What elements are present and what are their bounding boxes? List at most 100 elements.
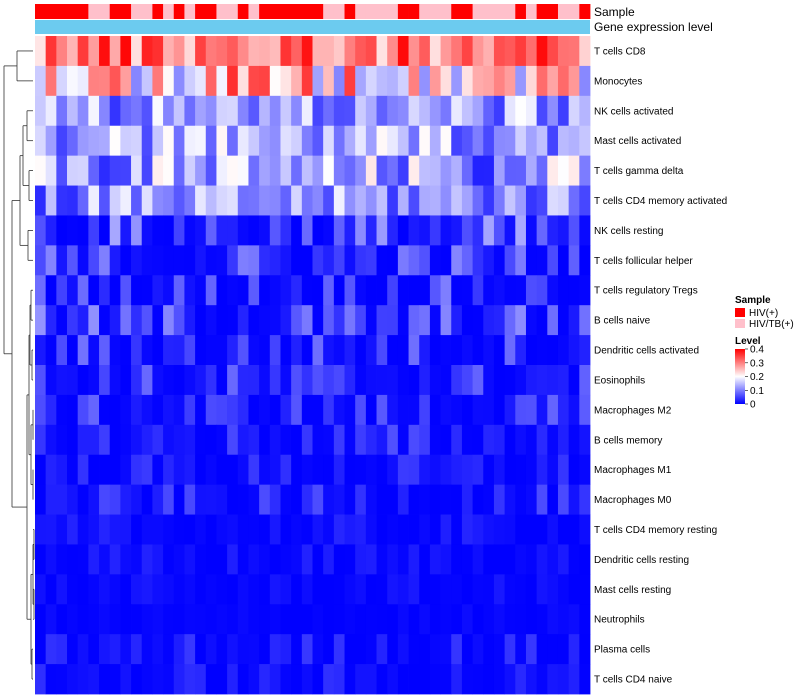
heatmap-cell bbox=[248, 484, 260, 515]
heatmap-cell bbox=[397, 245, 409, 276]
heatmap-cell bbox=[323, 275, 335, 306]
heatmap-cell bbox=[227, 574, 239, 605]
heatmap-cell bbox=[99, 95, 111, 127]
heatmap-cell bbox=[216, 36, 228, 67]
sample-annotation-bar bbox=[35, 4, 591, 19]
heatmap-cell bbox=[365, 604, 377, 635]
heatmap-cell bbox=[376, 484, 388, 515]
heatmap-cell bbox=[515, 36, 527, 67]
heatmap-cell bbox=[451, 275, 463, 306]
row-label: Mast cells activated bbox=[594, 136, 681, 147]
heatmap-cell bbox=[248, 335, 260, 366]
sample-annotation-cell bbox=[557, 4, 570, 19]
heatmap-cell bbox=[568, 245, 580, 276]
heatmap-cell bbox=[579, 365, 591, 396]
heatmap-cell bbox=[88, 634, 100, 665]
heatmap-cell bbox=[109, 125, 121, 157]
heatmap-cell bbox=[568, 125, 580, 157]
heatmap-cell bbox=[280, 574, 292, 605]
heatmap-cell bbox=[259, 185, 271, 216]
heatmap-cell bbox=[483, 125, 495, 157]
heatmap-cell bbox=[515, 275, 527, 306]
heatmap-cell bbox=[323, 634, 335, 665]
heatmap-cell bbox=[387, 245, 399, 276]
heatmap-cell bbox=[195, 125, 207, 157]
heatmap-cell bbox=[35, 664, 47, 695]
heatmap-cell bbox=[419, 365, 431, 396]
heatmap-cell bbox=[376, 305, 388, 336]
heatmap-cell bbox=[280, 95, 292, 127]
sample-annotation-cell bbox=[184, 4, 196, 19]
heatmap-cell bbox=[141, 514, 153, 545]
heatmap-cell bbox=[291, 36, 303, 67]
heatmap-cell bbox=[99, 125, 111, 157]
heatmap-cell bbox=[163, 36, 175, 67]
heatmap-cell bbox=[280, 664, 292, 695]
heatmap-cell bbox=[408, 245, 420, 276]
heatmap-cell bbox=[248, 275, 260, 306]
heatmap-cell bbox=[88, 514, 100, 545]
heatmap-cell bbox=[504, 365, 516, 396]
heatmap-cell bbox=[333, 155, 345, 186]
heatmap-cell bbox=[451, 65, 463, 97]
heatmap-cell bbox=[333, 215, 345, 246]
heatmap-cell bbox=[355, 215, 367, 246]
heatmap-cell bbox=[472, 95, 484, 127]
heatmap-cell bbox=[461, 65, 473, 97]
heatmap-cell bbox=[547, 125, 559, 157]
heatmap-cell bbox=[248, 305, 260, 336]
heatmap-cell bbox=[515, 185, 527, 216]
legend-level-ticks: 0.4 0.3 0.2 0.1 0 bbox=[745, 345, 764, 411]
heatmap-cell bbox=[216, 544, 228, 575]
heatmap-cell bbox=[195, 574, 207, 605]
heatmap-cell bbox=[291, 305, 303, 336]
heatmap-cell bbox=[429, 65, 441, 97]
heatmap-cell bbox=[312, 95, 324, 127]
heatmap-cell bbox=[387, 514, 399, 545]
heatmap-cell bbox=[237, 484, 249, 515]
heatmap-cell bbox=[173, 634, 185, 665]
heatmap-cell bbox=[152, 424, 164, 456]
heatmap-cell bbox=[131, 664, 143, 695]
heatmap-cell bbox=[120, 95, 132, 127]
heatmap-cell bbox=[419, 36, 431, 67]
sample-annotation-cell bbox=[493, 4, 506, 19]
heatmap-cell bbox=[387, 484, 399, 515]
heatmap-cell bbox=[237, 424, 249, 456]
heatmap-cell bbox=[440, 245, 452, 276]
heatmap-cell bbox=[365, 394, 377, 426]
heatmap-cell bbox=[365, 574, 377, 605]
heatmap-cell bbox=[99, 394, 111, 426]
heatmap-cell bbox=[45, 454, 57, 486]
heatmap-cell bbox=[131, 185, 143, 216]
heatmap-cell bbox=[376, 664, 388, 695]
row-label: Macrophages M2 bbox=[594, 405, 672, 416]
heatmap-cell bbox=[35, 454, 47, 486]
heatmap-cell bbox=[109, 335, 121, 366]
heatmap-cell bbox=[397, 65, 409, 97]
heatmap-cell bbox=[77, 574, 89, 605]
heatmap-cell bbox=[536, 574, 548, 605]
heatmap-cell bbox=[280, 634, 292, 665]
heatmap-cell bbox=[291, 95, 303, 127]
heatmap-cell bbox=[301, 634, 313, 665]
heatmap-cell bbox=[56, 544, 68, 575]
heatmap-cell bbox=[397, 484, 409, 515]
heatmap-cell bbox=[184, 634, 196, 665]
sample-annotation-cell bbox=[579, 4, 591, 19]
heatmap-cell bbox=[408, 424, 420, 456]
heatmap-cell bbox=[376, 424, 388, 456]
row-dendrogram bbox=[3, 50, 35, 680]
heatmap-cell bbox=[280, 365, 292, 396]
heatmap-cell bbox=[173, 365, 185, 396]
heatmap-cell bbox=[429, 365, 441, 396]
heatmap-cell bbox=[344, 185, 356, 216]
heatmap-cell bbox=[269, 514, 281, 545]
heatmap-cell bbox=[120, 125, 132, 157]
heatmap-cell bbox=[493, 664, 506, 695]
heatmap-cell bbox=[216, 484, 228, 515]
heatmap-cell bbox=[67, 36, 79, 67]
heatmap-cell bbox=[216, 574, 228, 605]
heatmap-cell bbox=[205, 634, 217, 665]
heatmap-cell bbox=[579, 275, 591, 306]
